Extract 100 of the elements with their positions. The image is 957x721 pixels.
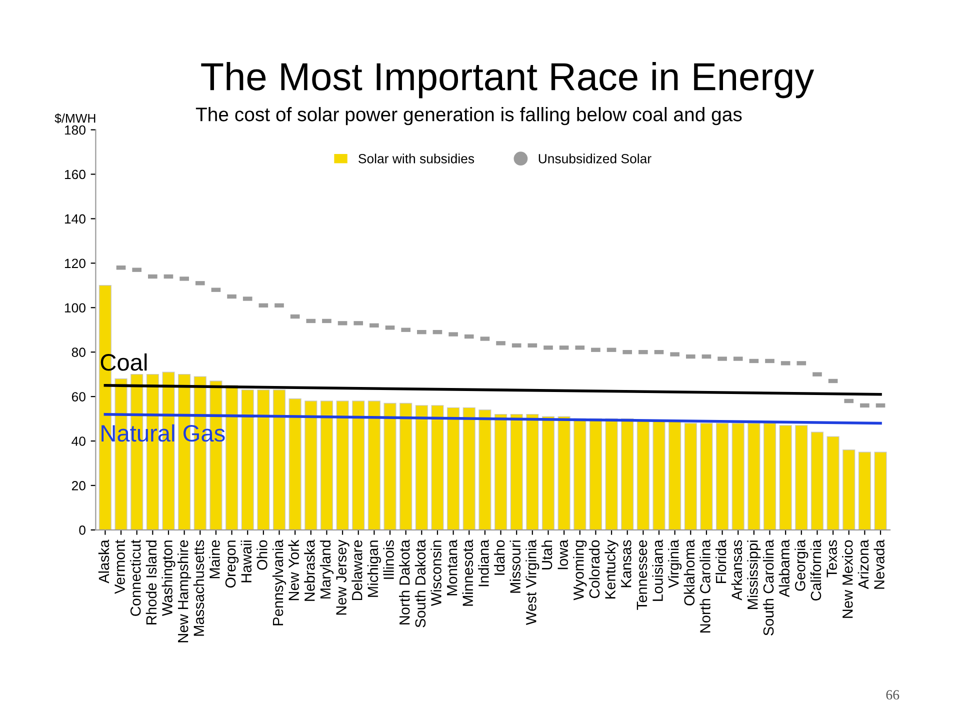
x-tick-label: Colorado (588, 540, 600, 598)
bar (858, 452, 871, 530)
x-tick-label: Illinois (383, 540, 394, 579)
bar (842, 450, 856, 530)
x-tick-label: Idaho (494, 540, 505, 575)
bar (288, 398, 302, 530)
bar (384, 402, 396, 530)
x-tick-label: South Dakota (414, 540, 426, 628)
bar (320, 400, 333, 530)
x-tick-label: New Mexico (842, 540, 853, 618)
x-tick-label: Virginia (668, 540, 682, 588)
bar (732, 422, 744, 530)
bar (574, 418, 586, 530)
bar (462, 407, 476, 530)
bar (716, 422, 729, 530)
x-tick-label: Wisconsin (430, 540, 442, 606)
bar (763, 422, 776, 530)
bar (779, 425, 792, 530)
bar (621, 418, 634, 530)
bar (526, 414, 539, 530)
x-tick-label: Massachusetts (193, 540, 204, 636)
x-tick-label: Oregon (225, 540, 239, 588)
x-tick-label: North Dakota (399, 540, 410, 624)
bar (478, 410, 492, 530)
x-tick-label: Wyoming (573, 540, 587, 600)
x-tick-label: Minnesota (462, 540, 474, 606)
x-tick-label: Kentucky (604, 540, 618, 598)
bar (542, 416, 555, 530)
x-tick-label: Arkansas (731, 540, 742, 600)
bar (874, 452, 887, 530)
x-tick-label: Arizona (858, 540, 869, 590)
x-tick-label: Maine (209, 540, 220, 578)
bar (368, 400, 380, 530)
y-tick-label: 20 (72, 481, 86, 490)
y-tick-label: 160 (64, 170, 86, 180)
bar (558, 416, 570, 530)
bar (652, 420, 666, 530)
bar (336, 400, 349, 530)
y-tick-label: 120 (64, 258, 86, 268)
x-tick-label: Maryland (320, 540, 334, 598)
bar (241, 390, 254, 530)
bar (684, 422, 697, 530)
y-axis-title: $/MWH (54, 113, 96, 124)
bar (510, 414, 523, 530)
legend-label: Unsubsidized Solar (538, 154, 652, 164)
bar (431, 405, 444, 530)
bar (494, 414, 508, 530)
x-tick-label: Missouri (510, 540, 521, 593)
x-tick-label: South Carolina (762, 540, 774, 636)
bar (826, 436, 840, 530)
x-tick-label: Mississippi (747, 540, 761, 609)
x-tick-label: Delaware (352, 540, 362, 600)
chart-title: The Most Important Race in Energy (201, 62, 814, 98)
x-tick-label: North Carolina (700, 540, 710, 632)
bar (795, 425, 808, 530)
x-tick-label: Pennsylvania (272, 540, 286, 626)
x-tick-label: Kansas (621, 540, 632, 588)
x-tick-label: Nebraska (304, 540, 315, 601)
bar (304, 400, 318, 530)
x-tick-label: Tennessee (636, 540, 648, 610)
x-tick-label: Montana (447, 540, 458, 596)
x-tick-label: Connecticut (130, 540, 141, 616)
y-tick-label: 180 (64, 125, 86, 135)
y-tick-label: 100 (64, 303, 86, 313)
bar (810, 432, 824, 530)
bar (272, 390, 286, 530)
bar (415, 405, 428, 530)
bar (352, 400, 365, 530)
bar (225, 385, 238, 530)
x-tick-label: Nevada (874, 540, 884, 589)
bar (700, 422, 713, 530)
x-tick-label: Hawaii (240, 540, 252, 582)
x-tick-label: Rhode Island (146, 540, 157, 624)
x-tick-label: Georgia (794, 540, 808, 591)
bar (605, 418, 618, 530)
x-tick-label: New York (288, 540, 299, 600)
x-tick-label: Michigan (367, 540, 381, 597)
x-tick-label: Washington (162, 540, 176, 616)
x-tick-label: New Jersey (336, 540, 350, 615)
bar (668, 420, 682, 530)
x-tick-label: Vermont (114, 540, 125, 594)
bar (257, 390, 270, 530)
x-tick-label: Alaska (98, 540, 110, 584)
x-tick-label: California (810, 540, 822, 601)
x-tick-label: Oklahoma (684, 540, 695, 606)
x-tick-label: Utah (541, 540, 552, 570)
bar (636, 420, 650, 530)
x-tick-label: Louisiana (652, 540, 663, 601)
x-tick-label: Alabama (778, 540, 790, 598)
text: 66 (886, 690, 900, 700)
y-tick-label: 0 (79, 526, 86, 535)
y-tick-label: 80 (72, 348, 86, 357)
x-tick-label: West Virginia (526, 540, 540, 625)
x-tick-label: Texas (826, 540, 837, 578)
y-tick-label: 140 (64, 214, 86, 224)
y-tick-label: 60 (72, 392, 86, 402)
bar (748, 422, 760, 530)
x-tick-label: Indiana (478, 540, 489, 586)
bar (400, 402, 412, 530)
chart-subtitle: The cost of solar power generation is falling below coal and gas (196, 107, 742, 126)
